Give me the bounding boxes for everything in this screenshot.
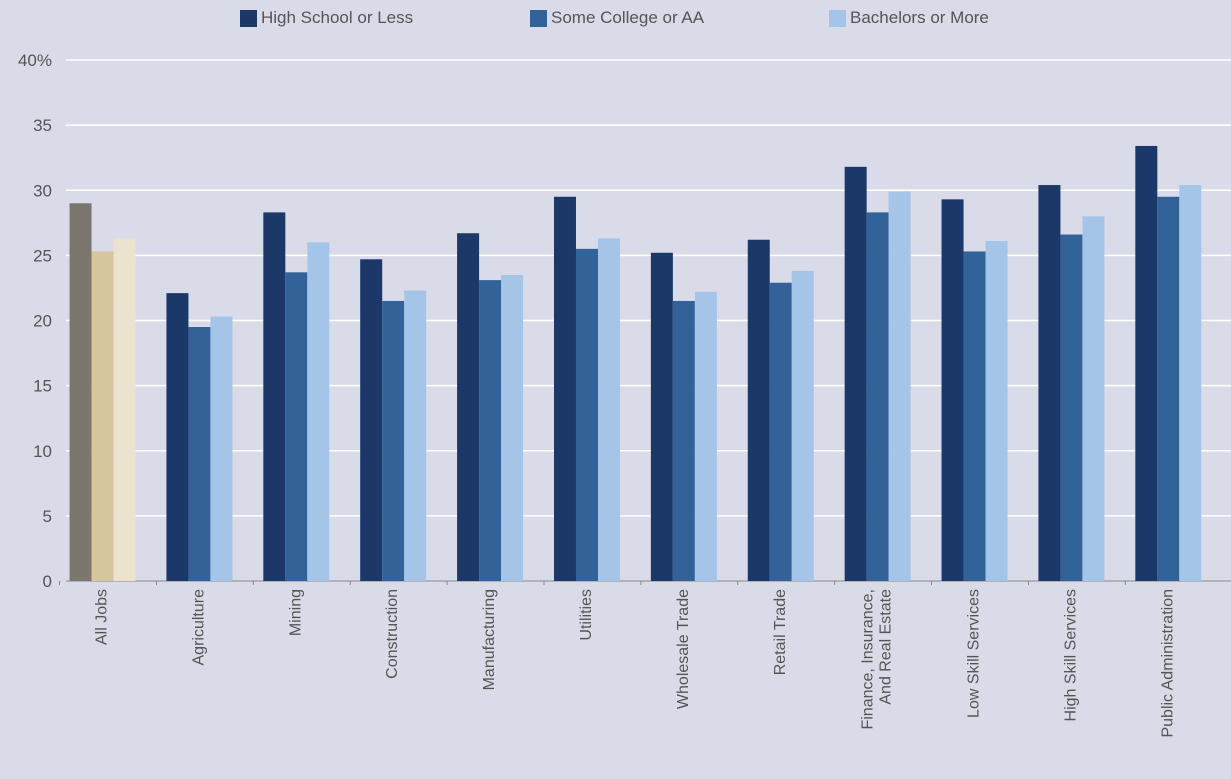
legend-label-high-school: High School or Less: [261, 8, 414, 27]
bar: [672, 300, 695, 581]
legend-item-high-school: High School or Less: [240, 8, 413, 28]
x-tick-label: Utilities: [578, 589, 595, 641]
bar: [694, 291, 717, 581]
legend-swatch-bachelors: [829, 9, 846, 27]
bar: [285, 272, 308, 581]
bar: [553, 196, 576, 581]
bar: [69, 203, 92, 581]
legend-swatch-high-school: [240, 9, 257, 27]
x-tick-label: Construction: [384, 589, 401, 679]
y-tick-label: 0: [43, 572, 52, 591]
bar: [866, 212, 889, 581]
x-tick-label: Manufacturing: [481, 589, 498, 690]
x-tick-label: Retail Trade: [772, 589, 789, 675]
x-tick-label-line: Construction: [384, 589, 401, 679]
bar: [597, 238, 620, 581]
x-tick-label-line: Wholesale Trade: [675, 589, 692, 709]
bar: [1060, 234, 1083, 581]
x-tick-label-line: Retail Trade: [772, 589, 789, 675]
legend-item-bachelors: Bachelors or More: [829, 8, 989, 28]
bar: [963, 251, 986, 581]
x-tick-label-line: Manufacturing: [481, 589, 498, 690]
bar: [1082, 216, 1105, 582]
legend-label-some-college: Some College or AA: [551, 8, 705, 27]
bar: [166, 293, 189, 581]
bar: [479, 280, 502, 581]
x-tick-label: High Skill Services: [1062, 589, 1079, 721]
x-tick-label: All Jobs: [94, 589, 111, 645]
bar: [382, 300, 405, 581]
bar: [210, 316, 233, 581]
x-tick-label: Low Skill Services: [966, 589, 983, 718]
bar: [263, 212, 286, 581]
bar: [1038, 185, 1061, 582]
legend: High School or Less Some College or AA B…: [0, 8, 1231, 32]
x-tick-label-line: And Real Estate: [878, 589, 895, 705]
bar: [91, 251, 114, 581]
x-tick-label-line: Public Administration: [1159, 589, 1176, 738]
x-tick-label: Public Administration: [1159, 589, 1176, 738]
bar: [769, 282, 792, 581]
bar: [188, 327, 211, 581]
y-tick-label: 30: [33, 181, 52, 200]
x-tick-label-line: Low Skill Services: [966, 589, 983, 718]
bar: [1135, 145, 1158, 581]
x-tick-label: Finance, Insurance,And Real Estate: [860, 589, 895, 730]
bar: [941, 199, 964, 581]
y-tick-label: 10: [33, 442, 52, 461]
bar: [844, 166, 867, 581]
bar: [888, 191, 911, 582]
y-tick-label: 20: [33, 312, 52, 331]
x-tick-label-line: High Skill Services: [1062, 589, 1079, 721]
y-tick-label: 35: [33, 116, 52, 135]
y-tick-label: 40%: [18, 51, 52, 70]
bar: [404, 290, 427, 581]
x-tick-label-line: Finance, Insurance,: [860, 589, 877, 730]
y-tick-label: 15: [33, 377, 52, 396]
legend-swatch-some-college: [530, 9, 547, 27]
bar: [985, 241, 1008, 582]
x-tick-label: Agriculture: [190, 589, 207, 666]
bar: [650, 252, 673, 581]
x-tick-label-line: Mining: [287, 589, 304, 636]
x-tick-label-line: Agriculture: [190, 589, 207, 666]
y-tick-label: 5: [43, 507, 52, 526]
bar: [307, 242, 330, 581]
x-tick-label-line: Utilities: [578, 589, 595, 641]
bar: [1157, 196, 1180, 581]
bar: [113, 238, 136, 581]
bar: [747, 239, 770, 581]
x-tick-label-line: All Jobs: [94, 589, 111, 645]
bar: [791, 271, 814, 581]
bar: [360, 259, 383, 581]
legend-item-some-college: Some College or AA: [530, 8, 704, 28]
bar: [575, 248, 598, 582]
bar: [1179, 185, 1202, 582]
bar: [457, 233, 480, 582]
bar: [501, 274, 524, 581]
legend-label-bachelors: Bachelors or More: [850, 8, 989, 27]
x-tick-label: Mining: [287, 589, 304, 636]
x-tick-label: Wholesale Trade: [675, 589, 692, 709]
y-tick-label: 25: [33, 246, 52, 265]
